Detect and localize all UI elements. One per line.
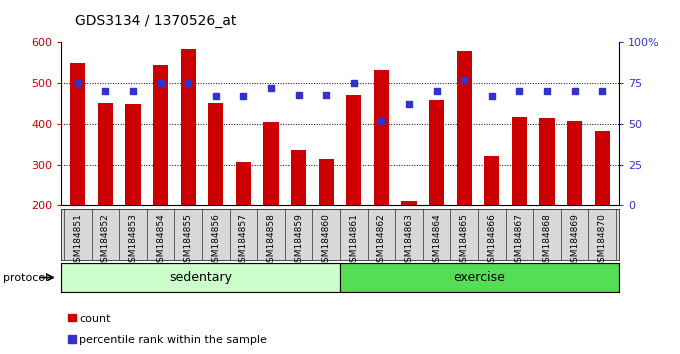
Point <box>183 80 194 86</box>
Bar <box>567 121 582 205</box>
Bar <box>401 201 417 205</box>
Text: percentile rank within the sample: percentile rank within the sample <box>79 335 267 345</box>
Point <box>210 93 221 99</box>
Bar <box>594 131 610 205</box>
Point <box>459 77 470 83</box>
Point <box>72 80 83 86</box>
Bar <box>429 100 444 205</box>
Text: GSM184863: GSM184863 <box>405 213 413 268</box>
Point <box>597 88 608 94</box>
Point <box>128 88 139 94</box>
Point <box>569 88 580 94</box>
Text: GSM184853: GSM184853 <box>129 213 137 268</box>
Bar <box>263 122 279 205</box>
Text: GSM184855: GSM184855 <box>184 213 192 268</box>
Point <box>348 80 359 86</box>
Text: GSM184866: GSM184866 <box>488 213 496 268</box>
Point <box>403 102 414 107</box>
Text: GSM184851: GSM184851 <box>73 213 82 268</box>
Bar <box>484 156 499 205</box>
Text: GSM184854: GSM184854 <box>156 213 165 268</box>
Text: GSM184852: GSM184852 <box>101 213 110 268</box>
Text: GSM184869: GSM184869 <box>570 213 579 268</box>
Bar <box>61 263 340 292</box>
Bar <box>236 162 251 205</box>
Bar <box>374 70 389 205</box>
Bar <box>181 48 196 205</box>
Text: GDS3134 / 1370526_at: GDS3134 / 1370526_at <box>75 14 236 28</box>
Bar <box>539 118 555 205</box>
Bar <box>98 103 113 205</box>
Bar <box>319 159 334 205</box>
Text: GSM184865: GSM184865 <box>460 213 469 268</box>
Text: GSM184859: GSM184859 <box>294 213 303 268</box>
Text: count: count <box>79 314 110 324</box>
Text: GSM184868: GSM184868 <box>543 213 551 268</box>
Text: GSM184861: GSM184861 <box>350 213 358 268</box>
Point <box>100 88 111 94</box>
Point <box>238 93 249 99</box>
Text: GSM184856: GSM184856 <box>211 213 220 268</box>
Bar <box>70 63 86 205</box>
Point <box>376 118 387 124</box>
Text: GSM184867: GSM184867 <box>515 213 524 268</box>
Text: protocol: protocol <box>3 273 49 282</box>
Point <box>541 88 552 94</box>
Text: GSM184862: GSM184862 <box>377 213 386 268</box>
Bar <box>125 104 141 205</box>
Point <box>293 92 304 97</box>
Text: GSM184857: GSM184857 <box>239 213 248 268</box>
Text: sedentary: sedentary <box>169 271 232 284</box>
Bar <box>457 51 472 205</box>
Bar <box>340 263 619 292</box>
Point <box>266 85 277 91</box>
Text: GSM184858: GSM184858 <box>267 213 275 268</box>
Bar <box>208 103 223 205</box>
Text: GSM184864: GSM184864 <box>432 213 441 268</box>
Point <box>514 88 525 94</box>
Text: GSM184870: GSM184870 <box>598 213 607 268</box>
Point <box>321 92 332 97</box>
Bar <box>291 150 306 205</box>
Text: exercise: exercise <box>454 271 505 284</box>
Point <box>155 80 166 86</box>
Point <box>431 88 442 94</box>
Text: GSM184860: GSM184860 <box>322 213 330 268</box>
Point <box>486 93 497 99</box>
Bar <box>153 65 168 205</box>
Bar <box>512 116 527 205</box>
Bar <box>346 95 361 205</box>
